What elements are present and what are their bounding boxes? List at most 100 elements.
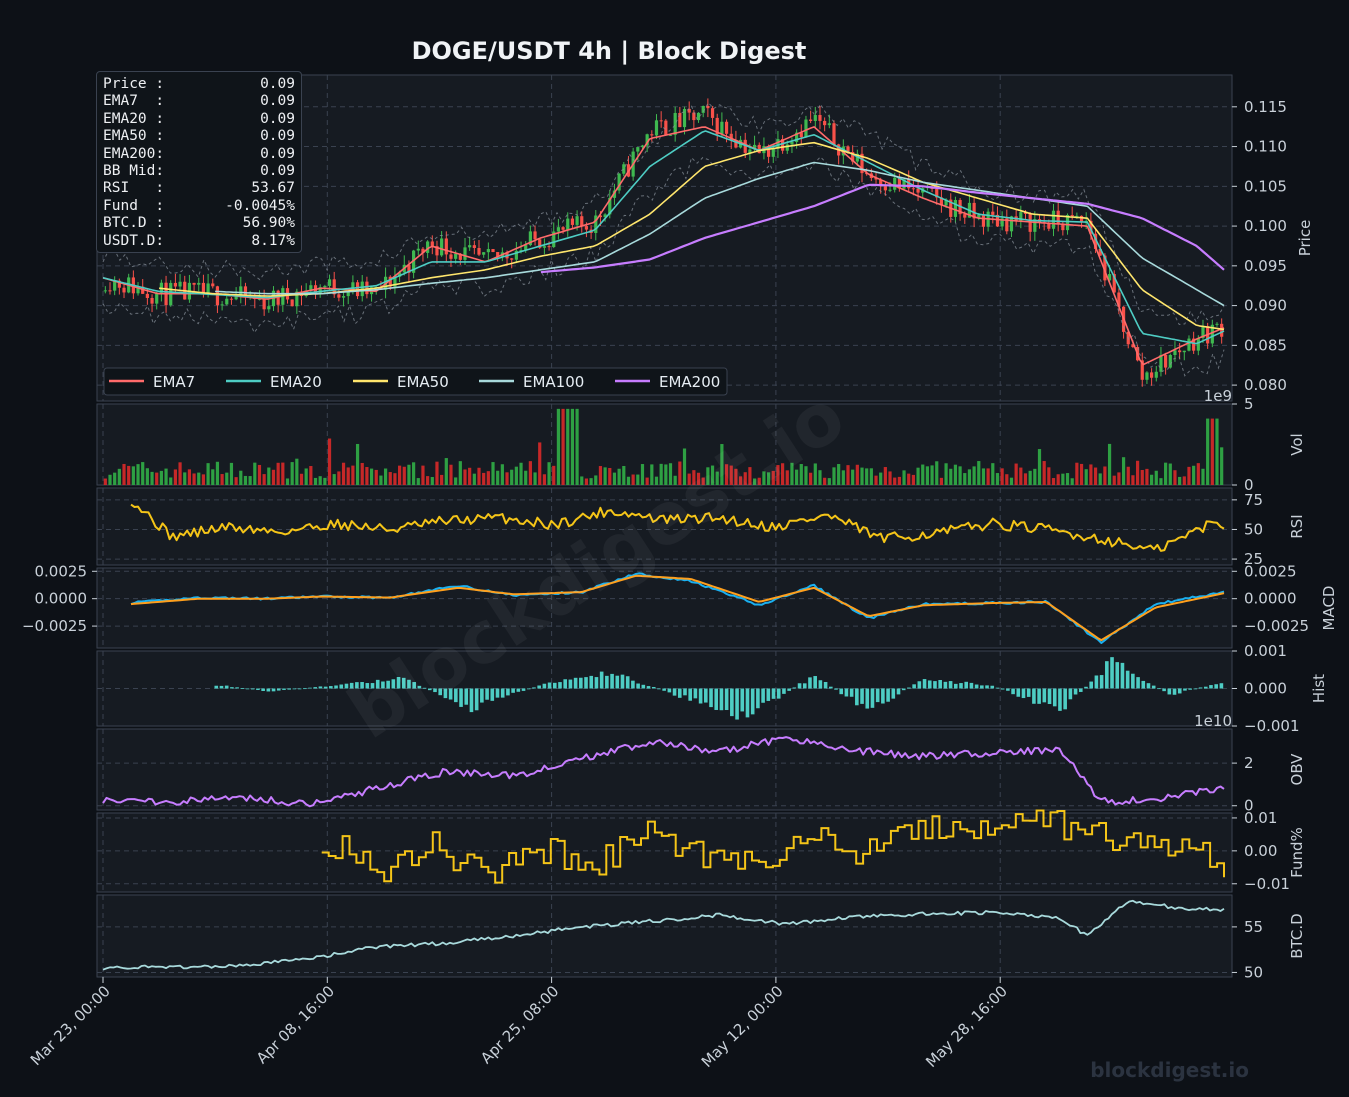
info-row-ema200: EMA200: 0.09 <box>103 145 295 162</box>
candle-body <box>776 139 780 149</box>
candle-body <box>664 120 668 136</box>
hist-bar <box>891 688 896 699</box>
volume-bar <box>533 472 537 485</box>
legend-label-ema100: EMA100 <box>523 373 584 391</box>
volume-bar <box>958 466 962 485</box>
hist-bar <box>214 685 219 689</box>
candle-body <box>809 119 813 121</box>
hist-bar <box>1016 688 1021 697</box>
volume-bar <box>538 442 542 485</box>
candle-body <box>1075 215 1079 217</box>
candle-body <box>458 253 462 260</box>
info-row-rsi: RSI :53.67 <box>103 180 295 197</box>
candle-body <box>155 292 159 304</box>
hist-bar <box>235 687 239 689</box>
y-tick-label: 5 <box>1244 395 1254 413</box>
y-axis-label: OBV <box>1288 753 1306 786</box>
hist-bar <box>287 688 291 690</box>
candle-body <box>580 216 584 227</box>
volume-bar <box>1037 449 1042 485</box>
candle-body <box>1051 210 1056 229</box>
volume-bar <box>351 465 355 485</box>
volume-bar <box>930 465 934 485</box>
btc-dominance-line <box>102 899 1225 971</box>
panel-macd: 0.0025 0.0025 0.0000 0.0000 −0.0025 −0.0025 MA… <box>22 562 1338 649</box>
candle-body <box>239 286 243 296</box>
hist-bar <box>933 681 937 689</box>
hist-bar <box>1099 675 1104 689</box>
candle-body <box>173 282 177 287</box>
volume-bar <box>682 448 687 485</box>
volume-bar <box>1065 473 1070 485</box>
volume-bar <box>584 478 589 485</box>
candle-body <box>1220 323 1224 337</box>
volume-bar <box>496 470 500 485</box>
volume-bar <box>738 476 743 485</box>
hist-bar <box>745 688 750 718</box>
hist-bar <box>881 688 885 704</box>
volume-bar <box>650 464 654 485</box>
candle-body <box>860 153 864 174</box>
hist-bar <box>995 687 1000 689</box>
hist-bar <box>250 688 255 690</box>
candle-body <box>855 153 859 162</box>
hist-bar <box>615 675 620 689</box>
candle-body <box>823 120 827 126</box>
volume-bar <box>673 475 677 485</box>
volume-bar <box>795 469 799 485</box>
hist-bar <box>542 683 547 689</box>
volume-bar <box>416 478 420 485</box>
candle-body <box>832 123 836 145</box>
hist-bar <box>1063 688 1067 710</box>
volume-bar <box>393 473 397 485</box>
hist-bar <box>318 686 323 689</box>
volume-bar <box>1107 443 1112 485</box>
volume-bar <box>211 469 215 485</box>
volume-bar <box>916 467 920 485</box>
hist-bar <box>724 688 729 711</box>
candle-body <box>818 115 822 121</box>
volume-bar <box>183 472 187 485</box>
volume-bar <box>514 466 518 485</box>
hist-bar <box>974 684 979 689</box>
candle-body <box>874 178 878 180</box>
volume-bar <box>262 474 266 485</box>
volume-bar <box>696 472 701 485</box>
hist-bar <box>412 682 416 689</box>
volume-bar <box>762 471 766 485</box>
volume-bar <box>1210 418 1214 485</box>
volume-bar <box>229 462 234 485</box>
volume-bar <box>1051 478 1056 485</box>
hist-bar <box>276 688 281 691</box>
candle-body <box>687 108 691 113</box>
hist-bar <box>990 685 995 689</box>
candle-body <box>1023 212 1028 214</box>
candle-body <box>1196 337 1200 351</box>
volume-bar <box>841 470 845 485</box>
y-tick-label-left: −0.0025 <box>22 617 87 635</box>
volume-bar <box>729 465 733 485</box>
hist-bar <box>584 677 588 689</box>
y-axis-label: Fund% <box>1288 827 1306 878</box>
volume-bar <box>752 478 757 485</box>
volume-bar <box>874 475 878 485</box>
candle-body <box>799 132 803 138</box>
candle-body <box>561 227 565 230</box>
candle-body <box>696 112 701 121</box>
hist-bar <box>943 681 948 689</box>
hist-bar <box>1141 680 1146 689</box>
volume-bar <box>1000 468 1004 485</box>
hist-bar <box>323 686 328 689</box>
candle-body <box>519 250 523 252</box>
indicator-info-box: Price :0.09 EMA7 :0.09 EMA20 :0.09 EMA50… <box>96 71 302 253</box>
candle-body <box>514 250 518 260</box>
volume-bar <box>346 467 350 485</box>
hist-bar <box>709 688 713 708</box>
volume-bar <box>122 463 126 485</box>
legend-label-ema50: EMA50 <box>397 373 449 391</box>
candle-body <box>575 216 579 225</box>
candle-body <box>1061 223 1065 231</box>
x-tick-label: Apr 08, 16:00 <box>253 982 338 1067</box>
hist-bar <box>391 679 396 689</box>
candle-body <box>636 147 640 152</box>
